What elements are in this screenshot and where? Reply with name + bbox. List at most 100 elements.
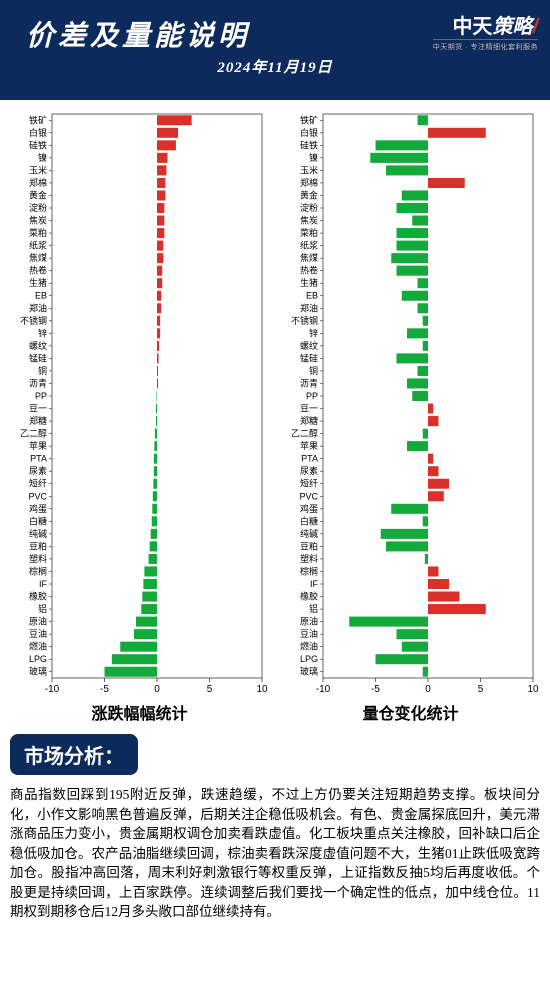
svg-text:IF: IF [39,579,48,589]
svg-text:短纤: 短纤 [28,478,46,489]
svg-text:镍: 镍 [37,152,46,163]
brand-accent: 策略 [492,16,532,38]
svg-text:EB: EB [305,291,317,301]
chart1-svg: -10-50510铁矿白银硅铁镍玉米郑棉黄金淀粉焦炭菜粕纸浆焦煤热卷生猪EB郑油… [10,108,270,698]
svg-text:-5: -5 [371,684,380,695]
svg-text:热卷: 热卷 [299,265,317,276]
page-header: 中天策略/ 中天期货 · 专注精细化套利服务 价差及量能说明 2024年11月1… [0,0,550,100]
svg-text:5: 5 [477,684,483,695]
svg-text:硅铁: 硅铁 [28,139,46,150]
chart1-title: 涨跌幅幅统计 [10,700,270,724]
svg-text:乙二醇: 乙二醇 [290,428,317,439]
svg-text:橡胶: 橡胶 [299,591,317,602]
svg-text:10: 10 [527,684,539,695]
brand-main: 中天策略/ [433,10,538,39]
svg-text:热卷: 热卷 [28,265,46,276]
svg-text:-5: -5 [100,684,109,695]
svg-text:豆一: 豆一 [28,404,46,414]
svg-text:黄金: 黄金 [299,189,317,200]
svg-text:白糖: 白糖 [299,515,317,526]
svg-text:乙二醇: 乙二醇 [19,428,46,439]
svg-text:苹果: 苹果 [28,440,46,451]
svg-text:郑油: 郑油 [28,302,46,313]
svg-text:豆粕: 豆粕 [299,540,317,551]
svg-text:豆粕: 豆粕 [28,540,46,551]
svg-text:棕榈: 棕榈 [28,565,46,576]
svg-text:焦煤: 焦煤 [299,252,317,263]
svg-text:沥青: 沥青 [28,377,46,388]
svg-text:锰硅: 锰硅 [28,352,46,363]
svg-text:焦煤: 焦煤 [28,252,46,263]
svg-text:生猪: 生猪 [28,277,46,288]
svg-text:-10: -10 [315,684,330,695]
svg-text:铝: 铝 [308,603,317,614]
svg-text:玉米: 玉米 [28,164,46,175]
svg-text:PVC: PVC [299,491,318,501]
svg-text:玉米: 玉米 [299,164,317,175]
svg-text:豆油: 豆油 [299,628,317,639]
svg-text:原油: 原油 [299,616,317,627]
svg-text:菜粕: 菜粕 [299,227,317,238]
svg-text:原油: 原油 [28,616,46,627]
svg-text:苹果: 苹果 [299,440,317,451]
svg-text:郑棉: 郑棉 [28,177,46,188]
svg-text:生猪: 生猪 [299,277,317,288]
page-date: 2024年11月19日 [0,56,550,77]
svg-text:PVC: PVC [28,491,47,501]
svg-text:郑糖: 郑糖 [299,415,317,426]
svg-text:纸浆: 纸浆 [28,240,46,251]
svg-text:尿素: 尿素 [28,465,46,476]
svg-text:硅铁: 硅铁 [299,139,317,150]
svg-text:淀粉: 淀粉 [299,202,317,213]
svg-text:铜: 铜 [37,365,46,376]
chart2-title: 量仓变化统计 [281,700,541,724]
svg-text:豆油: 豆油 [28,628,46,639]
svg-text:不锈钢: 不锈钢 [19,315,46,326]
analysis-header: 市场分析： [10,734,138,775]
svg-text:尿素: 尿素 [299,465,317,476]
svg-text:EB: EB [34,291,46,301]
svg-text:淀粉: 淀粉 [28,202,46,213]
svg-text:PTA: PTA [30,454,47,464]
svg-text:纯碱: 纯碱 [299,528,317,539]
svg-text:塑料: 塑料 [299,553,317,564]
svg-text:铜: 铜 [308,365,317,376]
svg-text:PP: PP [34,391,46,401]
svg-text:0: 0 [154,684,160,695]
brand-block: 中天策略/ 中天期货 · 专注精细化套利服务 [433,10,538,52]
svg-text:纸浆: 纸浆 [299,240,317,251]
svg-text:郑糖: 郑糖 [28,415,46,426]
svg-text:黄金: 黄金 [28,189,46,200]
svg-text:锌: 锌 [308,327,317,338]
svg-text:白银: 白银 [28,127,46,138]
svg-text:LPG: LPG [28,654,46,664]
svg-text:塑料: 塑料 [28,553,46,564]
chart2-svg: -10-50510铁矿白银硅铁镍玉米郑棉黄金淀粉焦炭菜粕纸浆焦煤热卷生猪EB郑油… [281,108,541,698]
svg-text:10: 10 [256,684,268,695]
svg-text:-10: -10 [44,684,59,695]
svg-text:白糖: 白糖 [28,515,46,526]
svg-text:0: 0 [425,684,431,695]
svg-text:5: 5 [206,684,212,695]
svg-text:橡胶: 橡胶 [28,591,46,602]
charts-row: -10-50510铁矿白银硅铁镍玉米郑棉黄金淀粉焦炭菜粕纸浆焦煤热卷生猪EB郑油… [0,100,550,728]
svg-text:沥青: 沥青 [299,377,317,388]
svg-text:铁矿: 铁矿 [299,114,317,125]
svg-text:燃油: 燃油 [28,641,46,652]
analysis-text: 商品指数回踩到195附近反弹，跌速趋缓，不过上方仍要关注短期趋势支撑。板块间分化… [0,781,550,934]
brand-prefix: 中天 [452,16,492,38]
svg-text:豆一: 豆一 [299,404,317,414]
svg-text:锌: 锌 [37,327,46,338]
svg-text:铝: 铝 [37,603,46,614]
svg-text:LPG: LPG [299,654,317,664]
svg-text:菜粕: 菜粕 [28,227,46,238]
brand-sub: 中天期货 · 专注精细化套利服务 [433,39,538,52]
svg-text:螺纹: 螺纹 [28,340,46,351]
chart-volume-change: -10-50510铁矿白银硅铁镍玉米郑棉黄金淀粉焦炭菜粕纸浆焦煤热卷生猪EB郑油… [281,108,541,724]
svg-text:鸡蛋: 鸡蛋 [299,503,317,514]
svg-text:郑棉: 郑棉 [299,177,317,188]
svg-text:锰硅: 锰硅 [299,352,317,363]
svg-text:铁矿: 铁矿 [28,114,46,125]
svg-text:白银: 白银 [299,127,317,138]
svg-text:IF: IF [310,579,319,589]
